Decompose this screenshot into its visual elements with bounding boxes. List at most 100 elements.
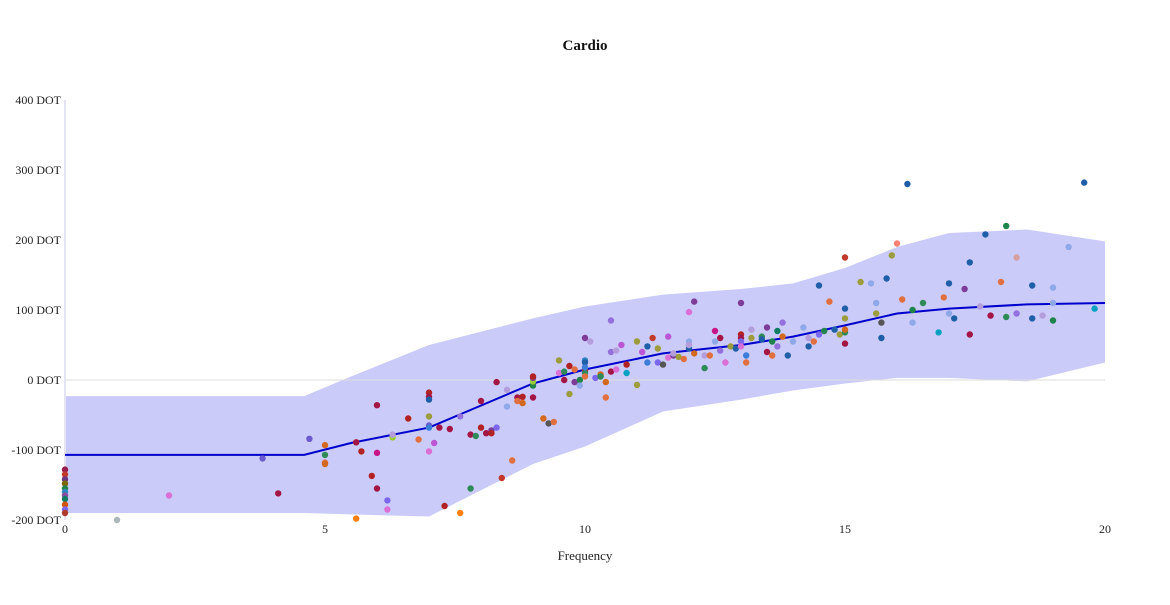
data-point xyxy=(446,425,453,433)
data-point xyxy=(706,352,713,359)
data-point xyxy=(899,296,906,303)
data-point xyxy=(800,324,807,331)
data-point xyxy=(841,254,849,261)
data-point xyxy=(607,317,615,324)
data-point xyxy=(1049,299,1057,307)
data-point xyxy=(483,430,490,437)
data-point xyxy=(878,334,885,342)
data-point xyxy=(436,424,443,431)
data-point xyxy=(722,359,729,366)
data-point xyxy=(477,424,485,431)
data-point xyxy=(1049,284,1057,291)
data-point xyxy=(623,361,630,368)
data-point xyxy=(909,319,916,326)
data-point xyxy=(1039,312,1046,319)
data-point xyxy=(633,381,641,389)
data-point xyxy=(503,403,511,410)
chart-title: Cardio xyxy=(563,38,608,54)
data-point xyxy=(805,334,812,342)
x-axis-label: Frequency xyxy=(558,548,613,563)
data-point xyxy=(711,338,719,345)
data-point xyxy=(61,509,69,517)
data-point xyxy=(940,294,947,301)
data-point xyxy=(873,299,880,307)
data-point xyxy=(529,373,537,380)
data-point xyxy=(425,413,433,420)
y-tick-label: 200 DOT xyxy=(15,233,61,247)
data-point xyxy=(831,326,838,333)
data-point xyxy=(966,331,973,338)
data-point xyxy=(61,471,69,478)
data-point xyxy=(61,480,69,487)
data-point xyxy=(488,430,495,437)
data-point xyxy=(1029,282,1036,289)
data-point xyxy=(769,338,776,345)
data-point xyxy=(763,324,771,331)
data-point xyxy=(321,451,329,459)
data-point xyxy=(961,285,968,293)
data-point xyxy=(597,373,604,380)
data-point xyxy=(711,327,719,335)
x-tick-label: 20 xyxy=(1099,522,1111,536)
data-point xyxy=(779,319,786,326)
data-point xyxy=(867,280,875,287)
data-point xyxy=(566,362,573,370)
data-point xyxy=(519,393,526,400)
data-point xyxy=(909,306,916,314)
data-point xyxy=(457,413,464,420)
data-point xyxy=(789,338,797,345)
data-point xyxy=(389,431,396,438)
data-point xyxy=(893,240,901,247)
x-tick-label: 10 xyxy=(579,522,591,536)
data-point xyxy=(945,280,953,287)
data-point xyxy=(826,298,833,305)
data-point xyxy=(373,402,381,409)
data-points-layer xyxy=(61,179,1098,524)
data-point xyxy=(613,347,620,354)
data-point xyxy=(61,495,69,503)
data-point xyxy=(997,278,1005,286)
data-point xyxy=(1003,313,1010,321)
data-point xyxy=(358,448,365,455)
x-tick-label: 0 xyxy=(62,522,68,536)
data-point xyxy=(649,334,656,342)
data-point xyxy=(113,516,121,524)
data-point xyxy=(654,359,661,366)
y-tick-label: 300 DOT xyxy=(15,163,61,177)
data-point xyxy=(727,343,734,350)
data-point xyxy=(165,492,173,499)
data-point xyxy=(691,350,698,357)
data-point xyxy=(665,354,672,361)
data-point xyxy=(737,343,745,350)
data-point xyxy=(472,432,479,440)
data-point xyxy=(717,334,724,342)
trend-line xyxy=(65,302,1106,456)
data-point xyxy=(571,378,578,386)
data-point xyxy=(659,361,667,368)
tick-labels-layer: -200 DOT -100 DOT 0 DOT 100 DOT 200 DOT 300 D… xyxy=(11,93,1111,536)
data-point xyxy=(555,357,563,364)
data-point xyxy=(857,278,864,286)
data-point xyxy=(691,298,698,305)
y-tick-label: 0 DOT xyxy=(27,373,61,387)
data-point xyxy=(685,341,693,349)
axis-layer xyxy=(64,100,1105,520)
x-tick-label: 5 xyxy=(322,522,328,536)
data-point xyxy=(841,305,849,312)
data-point xyxy=(774,327,781,335)
data-point xyxy=(613,366,620,373)
data-point xyxy=(576,376,583,384)
data-point xyxy=(701,352,708,359)
data-point xyxy=(493,424,500,431)
data-point xyxy=(633,338,641,345)
data-point xyxy=(519,399,526,407)
data-point xyxy=(61,466,69,473)
data-point xyxy=(815,282,823,289)
y-tick-label: -100 DOT xyxy=(11,443,61,457)
data-point xyxy=(945,310,953,317)
data-point xyxy=(581,334,589,342)
data-point xyxy=(259,455,266,462)
data-point xyxy=(602,394,609,401)
data-point xyxy=(384,497,391,504)
